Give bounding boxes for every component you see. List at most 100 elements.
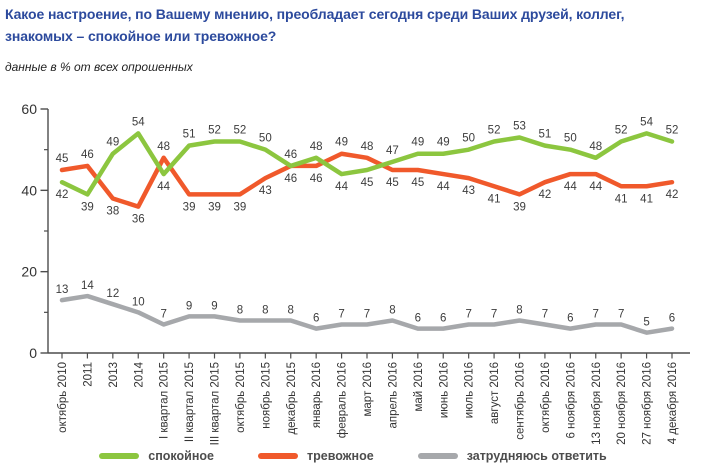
value-label-anxious: 49 xyxy=(335,137,348,149)
value-label-calm: 54 xyxy=(640,116,653,128)
y-tick-label: 20 xyxy=(21,264,37,280)
legend-swatch-calm xyxy=(99,453,140,459)
value-label-undecided: 6 xyxy=(567,313,573,325)
legend-item-calm: спокойное xyxy=(99,449,214,463)
y-tick-label: 40 xyxy=(21,182,37,198)
value-label-anxious: 45 xyxy=(56,153,69,165)
value-label-calm: 50 xyxy=(259,133,272,145)
value-label-anxious: 39 xyxy=(183,201,196,213)
x-axis-label: 2013 xyxy=(108,362,120,388)
x-axis-label: июль 2016 xyxy=(464,362,476,418)
x-axis-label: октябрь 2015 xyxy=(235,362,247,433)
y-tick-label: 0 xyxy=(29,345,37,361)
value-label-anxious: 38 xyxy=(106,205,119,217)
x-axis-label: февраль 2016 xyxy=(337,362,349,438)
value-label-calm: 51 xyxy=(183,129,196,141)
value-label-calm: 53 xyxy=(513,120,526,132)
value-label-calm: 45 xyxy=(361,177,374,189)
legend-label-undecided: затрудняюсь ответить xyxy=(466,449,607,463)
value-label-calm: 44 xyxy=(335,181,348,193)
value-label-anxious: 42 xyxy=(539,189,552,201)
x-axis-label: май 2016 xyxy=(413,362,425,412)
value-label-anxious: 44 xyxy=(589,181,602,193)
value-label-undecided: 14 xyxy=(81,280,94,292)
value-label-calm: 48 xyxy=(310,141,323,153)
mood-line-chart: 0 20 40 60 октябрь 2010 2011 2013 2014 I квартал… xyxy=(21,101,690,445)
value-label-anxious: 48 xyxy=(361,141,374,153)
value-label-calm: 46 xyxy=(284,149,297,161)
line-anxious xyxy=(59,151,675,209)
x-axis-label: 27 ноября 2016 xyxy=(642,362,654,445)
x-axis-label: 2014 xyxy=(133,361,145,387)
value-label-anxious: 46 xyxy=(284,173,297,185)
value-label-anxious: 41 xyxy=(615,193,628,205)
value-label-undecided: 13 xyxy=(56,284,69,296)
x-axis-label: март 2016 xyxy=(362,362,374,417)
x-axis-label: апрель 2016 xyxy=(387,362,399,429)
x-axis-label: II квартал 2015 xyxy=(184,362,196,442)
value-label-undecided: 9 xyxy=(211,300,217,312)
x-axis-label: июнь 2016 xyxy=(438,362,450,418)
value-label-undecided: 7 xyxy=(491,309,497,321)
x-axis-label: декабрь 2015 xyxy=(286,362,298,435)
x-axis-label: ноябрь 2015 xyxy=(260,362,272,429)
value-label-anxious: 44 xyxy=(437,181,450,193)
value-label-anxious: 41 xyxy=(488,193,501,205)
value-label-anxious: 41 xyxy=(640,193,653,205)
x-axis-label: III квартал 2015 xyxy=(210,362,222,445)
legend-swatch-undecided xyxy=(417,453,458,459)
value-label-undecided: 7 xyxy=(465,309,471,321)
value-label-calm: 52 xyxy=(488,125,501,137)
value-label-anxious: 36 xyxy=(132,214,145,226)
value-label-anxious: 45 xyxy=(411,177,424,189)
value-label-undecided: 8 xyxy=(262,304,268,316)
legend-label-anxious: тревожное xyxy=(306,449,374,463)
value-label-calm: 42 xyxy=(56,189,69,201)
x-axis-label: октябрь 2016 xyxy=(540,362,552,433)
value-label-undecided: 6 xyxy=(415,313,421,325)
value-label-anxious: 39 xyxy=(513,201,526,213)
x-axis-label: 20 ноября 2016 xyxy=(616,362,628,445)
value-label-calm: 54 xyxy=(132,116,145,128)
value-label-undecided: 8 xyxy=(389,304,395,316)
value-label-calm: 51 xyxy=(539,129,552,141)
title-line-1: Какое настроение, по Вашему мнению, прео… xyxy=(5,6,625,22)
page-title: Какое настроение, по Вашему мнению, прео… xyxy=(5,3,624,47)
value-label-calm: 44 xyxy=(157,181,170,193)
value-label-calm: 49 xyxy=(437,137,450,149)
x-axis-label: август 2016 xyxy=(489,362,501,424)
x-axis-label: октябрь 2010 xyxy=(57,362,69,433)
y-tick-label: 60 xyxy=(21,101,37,117)
value-label-undecided: 7 xyxy=(160,309,166,321)
value-label-undecided: 6 xyxy=(440,313,446,325)
value-label-anxious: 43 xyxy=(462,185,475,197)
value-label-calm: 52 xyxy=(208,125,221,137)
value-label-undecided: 5 xyxy=(643,317,649,329)
value-label-undecided: 7 xyxy=(542,309,548,321)
chart-subtitle: данные в % от всех опрошенных xyxy=(5,60,193,74)
x-axis-label: I квартал 2015 xyxy=(159,362,171,439)
value-label-undecided: 7 xyxy=(338,309,344,321)
value-label-calm: 39 xyxy=(81,201,94,213)
value-label-calm: 48 xyxy=(589,141,602,153)
value-label-undecided: 10 xyxy=(132,296,145,308)
value-label-undecided: 6 xyxy=(313,313,319,325)
line-undecided xyxy=(59,293,675,335)
value-label-undecided: 12 xyxy=(106,288,119,300)
value-label-anxious: 39 xyxy=(208,201,221,213)
legend-label-calm: спокойное xyxy=(148,449,214,463)
value-label-calm: 52 xyxy=(234,125,247,137)
value-label-undecided: 9 xyxy=(186,300,192,312)
x-axis-label: 6 ноября 2016 xyxy=(565,362,577,438)
value-label-anxious: 48 xyxy=(157,141,170,153)
x-axis-label: 2011 xyxy=(82,362,94,387)
legend-item-anxious: тревожное xyxy=(257,449,374,463)
value-label-undecided: 8 xyxy=(237,304,243,316)
legend-item-undecided: затрудняюсь ответить xyxy=(417,449,607,463)
value-label-undecided: 6 xyxy=(669,313,675,325)
title-line-2: знакомых – спокойное или тревожное? xyxy=(5,28,277,44)
chart-legend: спокойное тревожное затрудняюсь ответить xyxy=(0,449,706,463)
x-axis-label: сентябрь 2016 xyxy=(515,362,527,440)
value-label-anxious: 46 xyxy=(81,149,94,161)
